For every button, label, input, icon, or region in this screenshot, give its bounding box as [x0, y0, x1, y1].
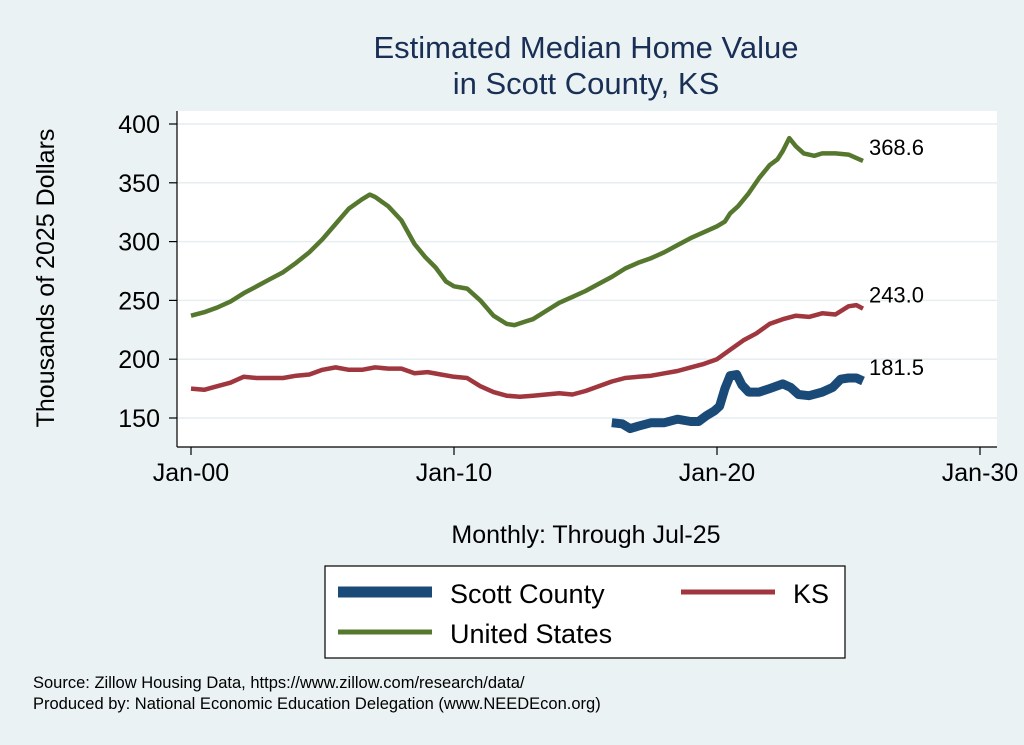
grid	[177, 123, 997, 419]
y-tick-label-150: 150	[118, 405, 160, 433]
legend-label-scott-county: Scott County	[450, 579, 605, 609]
x-axis-title: Monthly: Through Jul-25	[451, 521, 720, 549]
end-label-ks: 243.0	[869, 283, 924, 308]
legend-label-united-states: United States	[450, 619, 612, 649]
y-axis-title: Thousands of 2025 Dollars	[32, 129, 60, 428]
x-tick-label-2010: Jan-10	[416, 459, 492, 487]
x-tick-label-2020: Jan-20	[679, 459, 755, 487]
source-note: Source: Zillow Housing Data, https://www…	[33, 674, 525, 692]
producer-note: Produced by: National Economic Education…	[33, 695, 601, 713]
end-labels: 181.5 243.0 368.6	[869, 135, 924, 380]
series-line-ks	[190, 302, 865, 400]
plot-background	[177, 111, 997, 447]
y-tick-label-350: 350	[118, 170, 160, 198]
x-tick-label-2030: Jan-30	[942, 459, 1018, 487]
legend: Scott County KS United States	[324, 565, 846, 659]
series-line-united-states	[190, 135, 864, 328]
end-label-united-states: 368.6	[869, 135, 924, 160]
y-tick-label-400: 400	[118, 111, 160, 139]
end-label-scott-county: 181.5	[869, 355, 924, 380]
axes: 150 200 250 300 350 400 Jan-00 Jan-10 Jan-20 Jan-…	[118, 111, 1018, 487]
x-tick-label-2000: Jan-00	[153, 459, 229, 487]
series	[190, 135, 865, 434]
y-tick-label-300: 300	[118, 229, 160, 257]
y-tick-label-250: 250	[118, 287, 160, 315]
y-tick-label-200: 200	[118, 346, 160, 374]
legend-box	[324, 565, 846, 659]
chart-title-line-2: in Scott County, KS	[453, 66, 720, 101]
chart-title-line-1: Estimated Median Home Value	[373, 30, 798, 65]
legend-label-ks: KS	[793, 579, 829, 609]
series-line-scott-county	[611, 370, 865, 434]
